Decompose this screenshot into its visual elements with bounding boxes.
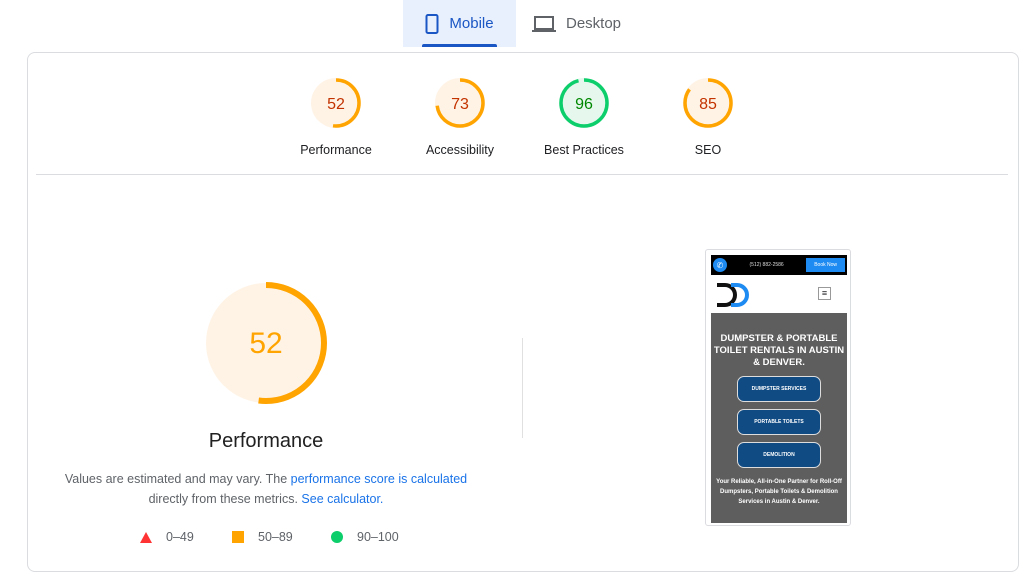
score-arc (435, 78, 485, 128)
legend-fail: 0–49 (140, 530, 194, 544)
circle-icon (331, 531, 343, 543)
smartphone-icon (425, 13, 439, 34)
score-arc (559, 78, 609, 128)
gauge-seo[interactable]: 85 SEO (658, 77, 758, 157)
score-arc (311, 78, 361, 128)
square-icon (232, 531, 244, 543)
score-value: 52 (327, 96, 345, 113)
gauge-label: Accessibility (425, 143, 495, 157)
score-value: 85 (699, 96, 717, 113)
score-value: 52 (249, 327, 282, 360)
see-calculator-link[interactable]: See calculator. (301, 492, 384, 506)
gauge-label: SEO (694, 143, 722, 157)
logo (717, 283, 749, 307)
performance-description: Values are estimated and may vary. The p… (64, 472, 468, 506)
book-now-button: Book Now (806, 258, 845, 272)
score-value: 96 (575, 96, 593, 113)
gauge-accessibility[interactable]: 73 Accessibility (410, 77, 510, 157)
gauge-label: Performance (300, 143, 372, 157)
page-screenshot: ✆ (512) 882-2586 Book Now ≡ DUMPSTER & POR… (705, 249, 851, 526)
tab-label: Mobile (449, 15, 494, 32)
tab-desktop[interactable]: Desktop (532, 0, 621, 47)
legend-pass: 90–100 (331, 530, 399, 544)
divider (36, 174, 1008, 175)
phone-icon: ✆ (713, 258, 727, 272)
tab-mobile[interactable]: Mobile (403, 0, 516, 47)
gauge-performance[interactable]: 52 Performance (286, 77, 386, 157)
score-arc (205, 282, 327, 404)
performance-title: Performance (208, 430, 324, 452)
score-calculated-link[interactable]: performance score is calculated (290, 472, 468, 486)
vertical-divider (522, 338, 523, 438)
laptop-icon (532, 15, 556, 32)
triangle-icon (140, 531, 152, 543)
tab-label: Desktop (566, 15, 622, 32)
gauge-best-practices[interactable]: 96 Best Practices (534, 77, 634, 157)
hamburger-menu-icon: ≡ (818, 287, 831, 300)
score-arc (683, 78, 733, 128)
legend-average: 50–89 (232, 530, 293, 544)
performance-gauge-large: 52 (166, 278, 366, 413)
gauge-label: Best Practices (544, 143, 624, 157)
score-value: 73 (451, 96, 469, 113)
